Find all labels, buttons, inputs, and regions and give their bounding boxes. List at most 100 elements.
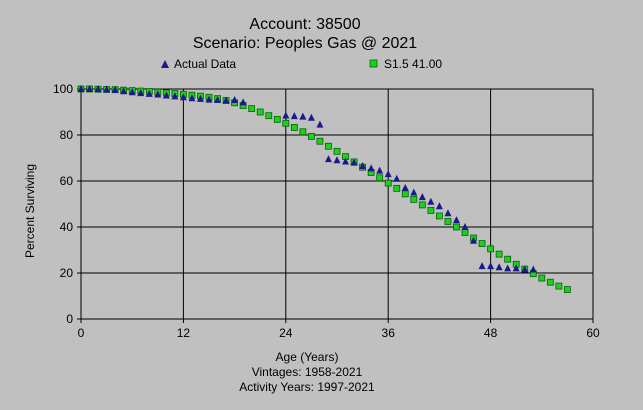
actual-point — [324, 155, 332, 163]
actual-point — [444, 209, 452, 217]
actual-point — [461, 223, 469, 230]
legend-curve-marker — [369, 59, 378, 68]
curve-point — [265, 112, 273, 120]
plot-frame — [80, 88, 594, 320]
legend-actual-label: Actual Data — [174, 57, 236, 71]
actual-point — [376, 166, 384, 174]
curve-point — [299, 128, 307, 136]
curve-point — [282, 119, 290, 127]
legend: Actual Data S1.5 41.00 — [161, 57, 442, 71]
actual-point — [359, 162, 367, 170]
actual-point — [521, 265, 529, 273]
actual-point — [512, 264, 520, 272]
legend-actual-marker — [161, 60, 169, 68]
curve-point — [376, 174, 384, 182]
actual-point — [145, 89, 153, 97]
curve-point — [401, 190, 409, 198]
curve-point — [487, 245, 495, 253]
actual-point — [470, 236, 478, 244]
series-s15-curve — [77, 85, 571, 293]
actual-point — [316, 120, 324, 128]
chart-subtitle: Scenario: Peoples Gas @ 2021 — [193, 35, 417, 52]
y-tick-label: 100 — [53, 82, 73, 96]
actual-point — [487, 262, 495, 270]
actual-point — [171, 92, 179, 100]
curve-point — [504, 255, 512, 263]
actual-point — [529, 265, 537, 273]
actual-point — [137, 89, 145, 97]
curve-point — [384, 179, 392, 187]
x-axis-label: Age (Years) — [276, 350, 339, 364]
series-actual-data — [77, 85, 537, 273]
y-tick-label: 20 — [60, 266, 74, 280]
actual-point — [350, 158, 358, 166]
actual-point — [504, 264, 512, 272]
actual-point — [214, 96, 222, 104]
actual-point — [188, 94, 196, 102]
actual-point — [393, 174, 401, 182]
plot-area — [80, 88, 594, 320]
footer-activity-years: Activity Years: 1997-2021 — [239, 380, 375, 394]
curve-point — [418, 201, 426, 209]
actual-point — [128, 88, 136, 96]
curve-point — [435, 212, 443, 220]
actual-point — [162, 91, 170, 99]
y-axis: 0 20 40 60 80 100 — [53, 82, 81, 326]
x-tick-label: 60 — [586, 326, 600, 340]
actual-point — [111, 85, 119, 93]
y-tick-label: 40 — [60, 220, 74, 234]
curve-point — [256, 108, 264, 116]
y-axis-label: Percent Surviving — [23, 164, 37, 258]
x-tick-label: 12 — [177, 326, 191, 340]
actual-point — [222, 96, 230, 104]
curve-point — [325, 142, 332, 150]
actual-point — [342, 157, 350, 165]
actual-point — [205, 95, 213, 103]
x-tick-label: 0 — [78, 326, 85, 340]
curve-point — [316, 137, 324, 145]
actual-point — [307, 113, 315, 121]
curve-point — [393, 184, 401, 192]
actual-point — [239, 98, 247, 106]
curve-point — [444, 218, 452, 225]
actual-point — [333, 156, 341, 164]
y-tick-label: 80 — [60, 128, 74, 142]
x-tick-label: 24 — [279, 326, 293, 340]
x-axis: 0 12 24 36 48 60 — [78, 319, 600, 340]
curve-point — [453, 223, 460, 231]
x-tick-label: 48 — [484, 326, 498, 340]
actual-point — [290, 112, 298, 120]
actual-point — [77, 85, 85, 92]
curve-point — [410, 195, 418, 203]
curve-point — [248, 105, 256, 112]
actual-point — [367, 164, 375, 172]
actual-point — [452, 216, 460, 224]
actual-point — [154, 90, 162, 98]
actual-point — [196, 94, 204, 102]
actual-point — [427, 197, 435, 205]
curve-point — [564, 286, 571, 293]
curve-point — [495, 250, 503, 258]
curve-point — [478, 240, 486, 247]
actual-point — [120, 87, 128, 95]
curve-point — [273, 115, 281, 123]
curve-point — [307, 132, 315, 140]
y-tick-label: 60 — [60, 174, 74, 188]
chart-title: Account: 38500 — [249, 16, 360, 33]
actual-point — [86, 85, 94, 92]
actual-point — [231, 96, 239, 104]
curve-point — [461, 229, 469, 236]
actual-point — [435, 202, 443, 210]
curve-point — [538, 274, 546, 282]
curve-point — [546, 278, 554, 286]
curve-point — [555, 282, 563, 290]
actual-point — [94, 85, 102, 92]
actual-point — [179, 93, 187, 101]
actual-point — [410, 188, 418, 196]
actual-point — [401, 183, 409, 191]
actual-point — [478, 262, 486, 270]
x-tick-label: 36 — [382, 326, 396, 340]
footer-vintages: Vintages: 1958-2021 — [252, 365, 363, 379]
curve-point — [290, 124, 298, 131]
